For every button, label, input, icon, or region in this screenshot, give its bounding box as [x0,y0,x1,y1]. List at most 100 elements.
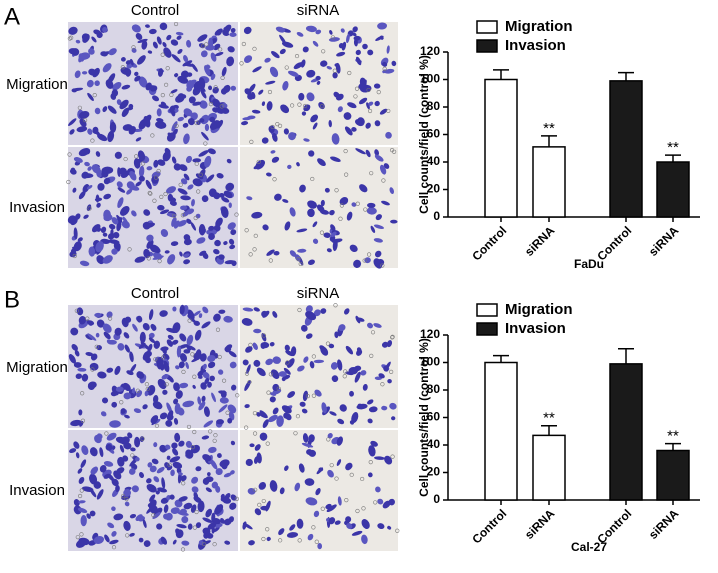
cell [159,444,167,453]
cell [373,258,383,269]
cell [177,48,183,54]
cell [356,317,365,322]
cell [207,355,216,362]
cell [75,39,81,44]
cell [129,170,137,181]
pore [187,318,192,323]
cell [368,101,374,106]
cell [215,52,224,57]
pore [252,46,257,51]
cell [199,353,207,362]
cell [373,238,383,243]
cell [73,227,78,240]
cell [217,453,222,458]
cell [337,359,343,371]
pore [305,394,310,399]
cell [184,63,196,67]
cell [94,312,102,318]
cell [328,119,332,128]
pore [235,393,240,398]
cell [173,417,179,425]
cell [82,184,90,193]
cell [195,213,201,219]
cell [143,248,151,259]
cell [169,456,181,463]
cell [313,309,321,317]
pore [355,201,360,206]
cell [166,186,177,194]
cell [127,432,133,439]
cell [224,540,231,545]
cell [123,442,132,450]
cell [284,344,290,351]
cell [205,64,211,69]
legend-swatch [476,39,498,53]
cell [137,158,143,163]
pore [181,481,186,486]
cell [112,232,120,239]
cell [265,358,274,366]
cell [136,371,145,379]
cell [89,362,99,371]
cell [95,241,104,253]
cell [153,159,159,168]
cell [86,79,94,88]
cell [301,111,307,116]
cell [88,48,95,55]
cell [159,22,168,31]
cell [180,475,187,482]
cell [106,339,112,345]
cell [366,102,370,110]
cell [171,54,181,63]
cell [367,202,376,208]
cell [116,243,121,252]
cell [90,466,99,475]
cell [391,60,397,67]
pore [261,333,267,338]
y-tick-label: 120 [420,327,440,341]
cell [191,476,199,484]
cell [301,324,308,332]
cell [177,93,185,101]
cell [123,520,131,531]
pore [272,177,277,182]
cell [81,445,89,456]
pore [381,178,386,183]
cell [298,92,305,101]
cell [246,115,256,120]
cell [106,311,113,318]
cell [97,133,108,142]
cell [327,469,334,478]
cell [196,237,206,244]
pore [156,168,161,174]
cell [330,231,337,238]
cell [83,214,89,219]
pore [239,61,244,66]
cell [284,413,292,421]
cell [338,42,344,49]
cell [219,397,229,404]
cell [358,79,367,90]
cell [166,132,176,142]
pore [314,539,319,544]
cell [217,369,224,375]
cell [306,449,313,455]
cell [230,85,237,91]
cell [264,57,271,63]
cell [218,390,227,395]
y-tick-label: 60 [427,127,441,141]
cell [129,532,135,537]
cell [293,62,303,70]
legend-swatch [476,322,498,336]
cell [269,342,275,347]
cell [119,444,125,453]
cell [352,26,358,33]
cell [223,472,232,478]
cell [73,157,83,163]
cell [302,390,309,402]
cell [384,455,393,465]
cell [207,361,216,369]
cell [178,472,183,476]
cell [328,37,340,42]
